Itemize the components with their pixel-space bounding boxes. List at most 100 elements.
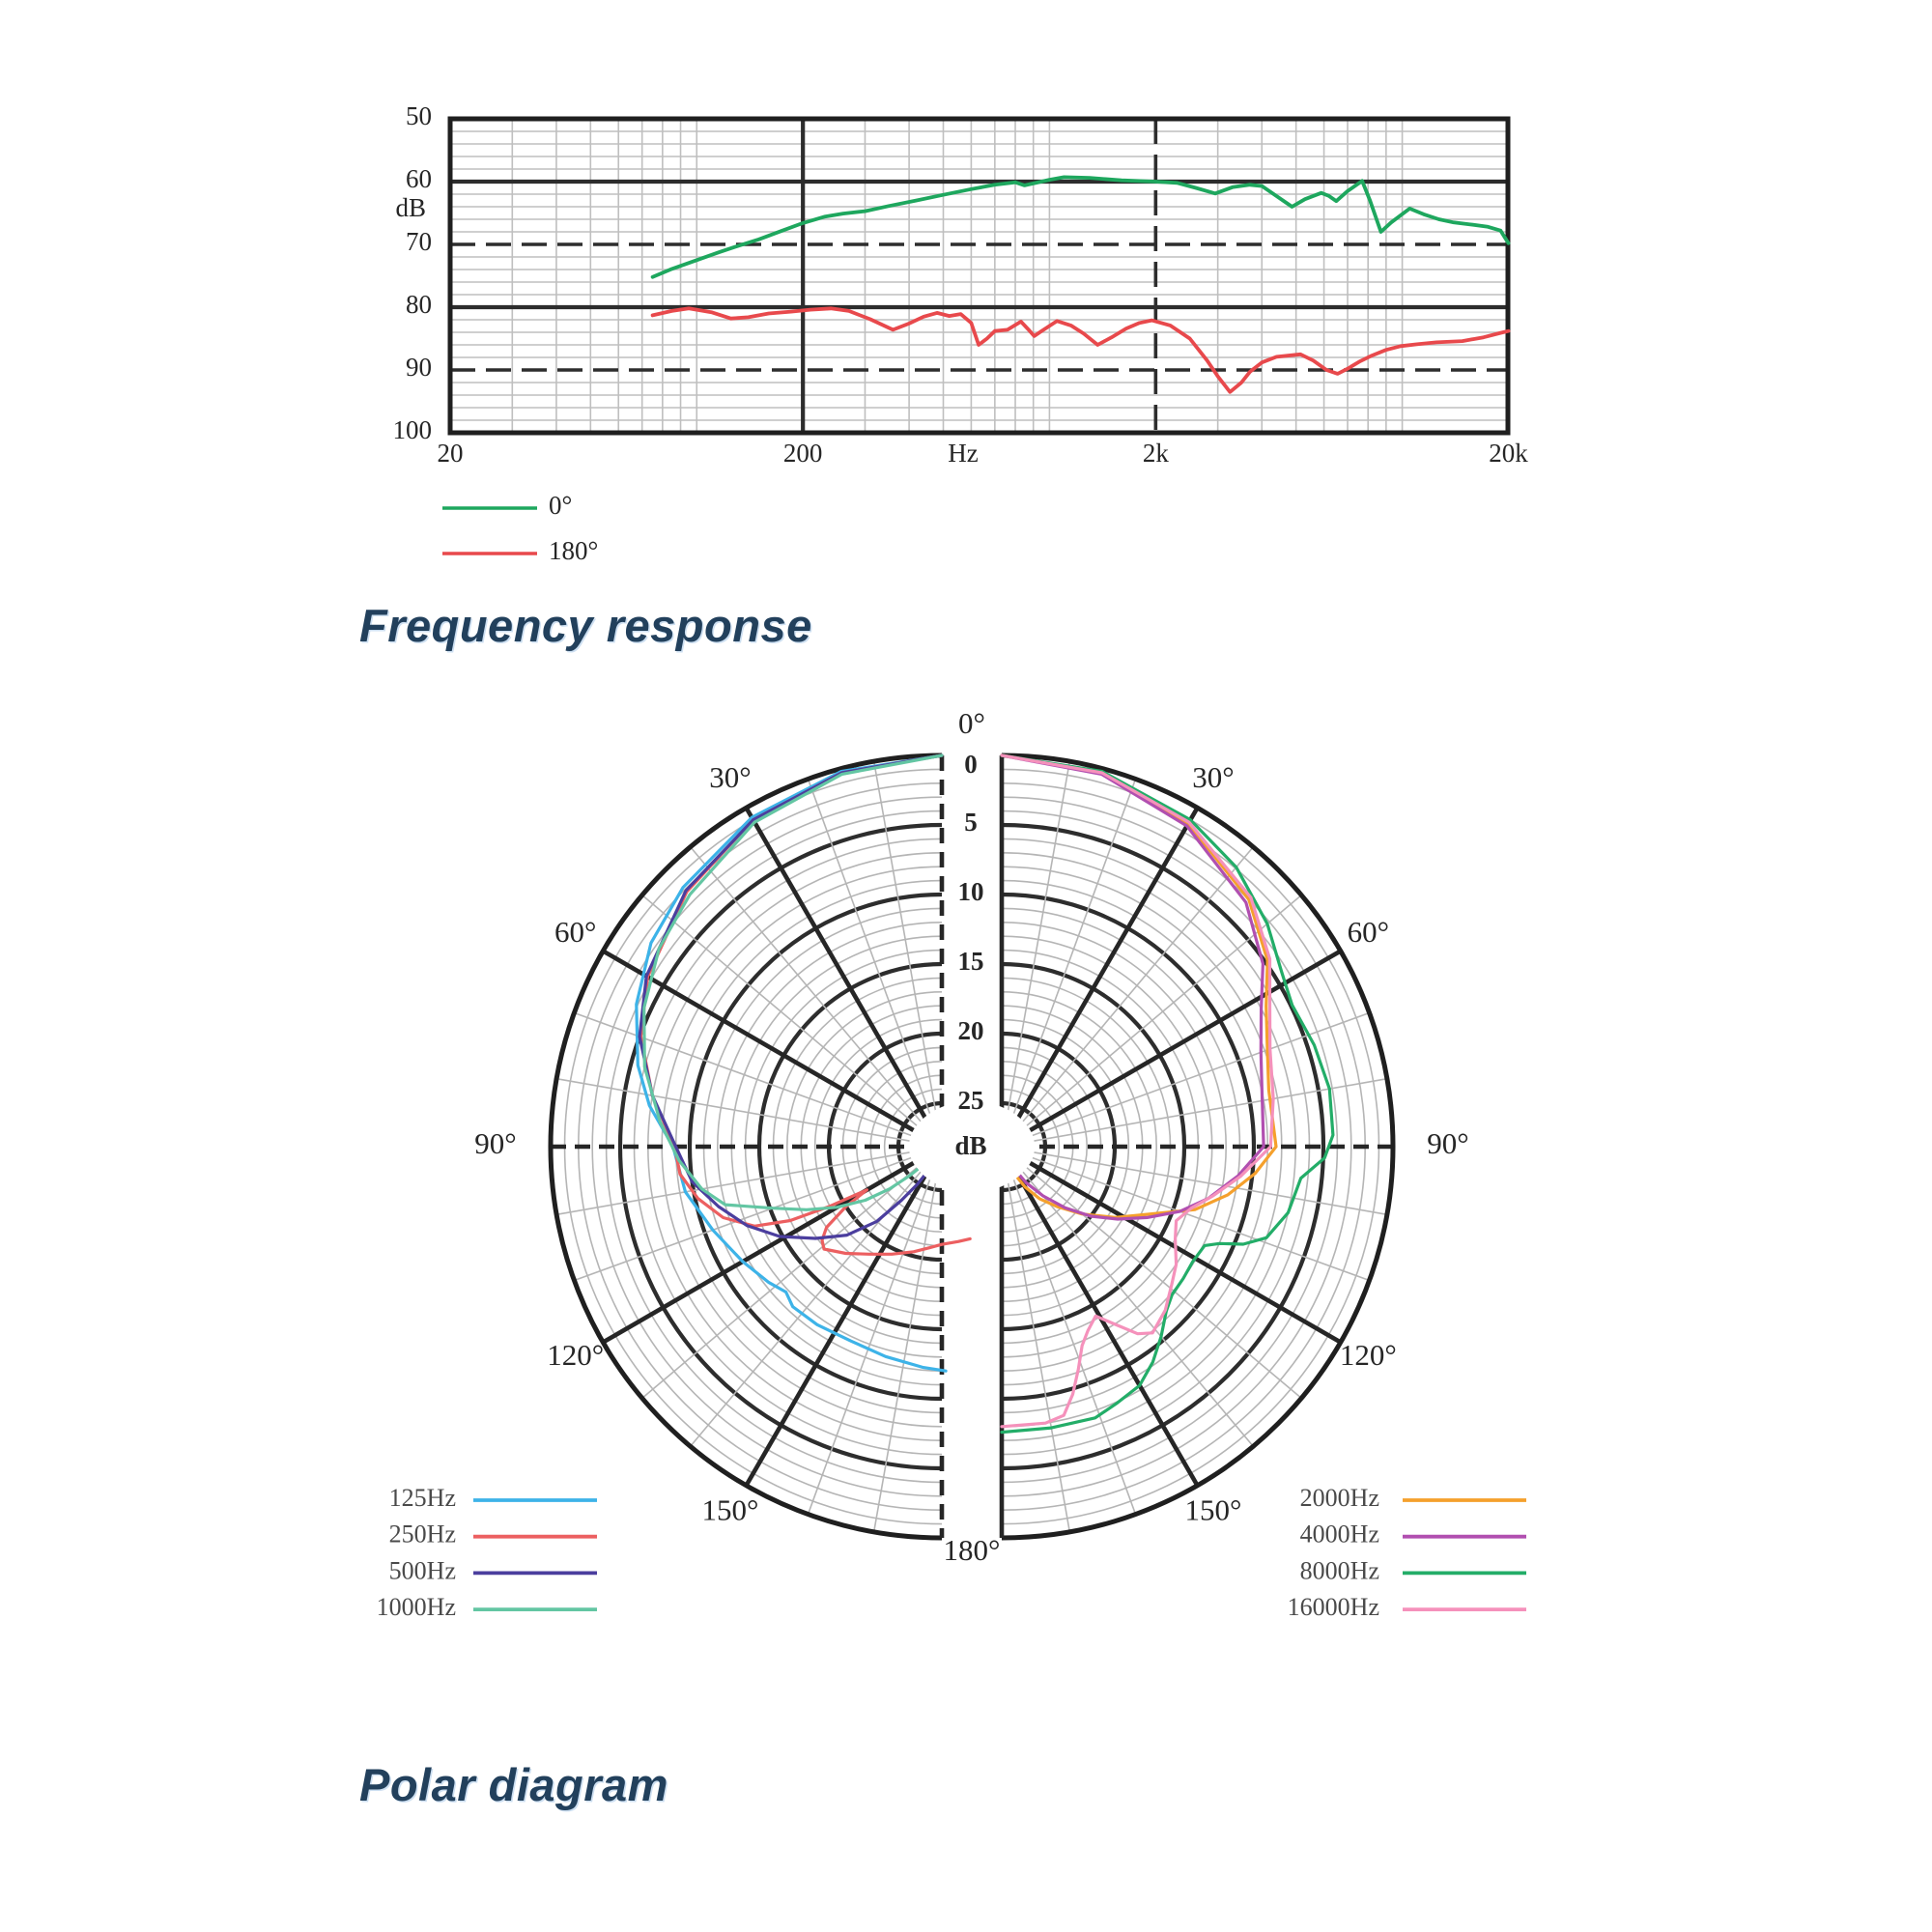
freq-plot-frame xyxy=(447,116,1511,436)
polar-curve-125Hz xyxy=(635,753,948,1373)
polar-angle-right-150: 150° xyxy=(1185,1492,1242,1526)
polar-angle-left-120: 120° xyxy=(547,1338,604,1372)
polar-circle-left-17dB xyxy=(786,991,943,1302)
polar-spoke-left-10 xyxy=(872,761,937,1115)
freq-ytick-90: 90 xyxy=(406,353,432,382)
polar-spoke-left-80 xyxy=(556,1077,910,1142)
polar-circle-left-24dB xyxy=(883,1088,943,1206)
polar-circle-left-10dB xyxy=(687,892,943,1402)
polar-spoke-right-150 xyxy=(1016,1174,1200,1487)
polar-circle-right-5dB xyxy=(1001,822,1326,1471)
polar-spoke-left-30 xyxy=(744,807,927,1120)
polar-circle-left-19dB xyxy=(813,1018,943,1275)
polar-spoke-right-70 xyxy=(1032,1011,1370,1137)
freq-xaxis-unit: Hz xyxy=(948,439,978,468)
freq-ytick-60: 60 xyxy=(406,164,432,193)
freq-grid xyxy=(447,116,1511,436)
polar-spoke-left-110 xyxy=(574,1156,912,1282)
polar-diagram-chart: 0 5 10 15 20 25 dB 0° 180° 30° 30° 60° 60° 90° 90° 120°… xyxy=(377,706,1526,1621)
polar-curve-8000Hz xyxy=(1000,753,1335,1435)
polar-curve-4000Hz xyxy=(1000,753,1265,1221)
polar-grid xyxy=(548,753,1396,1541)
polar-spoke-left-50 xyxy=(641,895,918,1126)
polar-spoke-right-100 xyxy=(1034,1151,1387,1216)
frequency-response-chart: 50 60 70 80 90 100 dB 20 200 2k 20k Hz 0° 180° xyxy=(393,101,1529,565)
polar-spoke-right-20 xyxy=(1011,779,1137,1117)
polar-legend-label-250Hz: 250Hz xyxy=(389,1520,456,1548)
polar-spoke-left-150 xyxy=(744,1174,927,1487)
polar-rtick-10: 10 xyxy=(958,877,984,906)
polar-spoke-right-170 xyxy=(1007,1179,1071,1532)
freq-legend-label-180deg: 180° xyxy=(549,536,598,565)
polar-legend-label-8000Hz: 8000Hz xyxy=(1300,1556,1379,1584)
polar-circle-right-10dB xyxy=(1001,892,1257,1402)
polar-angle-180: 180° xyxy=(944,1533,1001,1567)
polar-circle-left-5dB xyxy=(617,822,943,1471)
polar-spoke-left-20 xyxy=(807,779,932,1117)
polar-spoke-right-140 xyxy=(1022,1171,1254,1447)
polar-curve-16000Hz xyxy=(1000,753,1275,1429)
freq-legend-label-0deg: 0° xyxy=(549,491,572,520)
polar-angle-left-60: 60° xyxy=(554,915,596,949)
polar-rtick-25: 25 xyxy=(958,1086,984,1115)
freq-ytick-70: 70 xyxy=(406,227,432,256)
polar-spoke-left-40 xyxy=(690,846,922,1122)
freq-xtick-2k: 2k xyxy=(1143,439,1170,468)
polar-angle-left-90: 90° xyxy=(474,1126,516,1160)
polar-spoke-right-60 xyxy=(1029,949,1342,1132)
polar-legend-label-125Hz: 125Hz xyxy=(389,1484,456,1512)
polar-spoke-right-160 xyxy=(1011,1177,1137,1515)
polar-spoke-left-100 xyxy=(556,1151,910,1216)
freq-ytick-80: 80 xyxy=(406,290,432,319)
polar-legend-label-4000Hz: 4000Hz xyxy=(1300,1520,1379,1548)
freq-xtick-20: 20 xyxy=(438,439,464,468)
polar-angle-0: 0° xyxy=(958,706,985,740)
polar-circle-right-19dB xyxy=(1001,1018,1130,1275)
polar-spoke-left-170 xyxy=(872,1179,937,1532)
polar-spoke-left-60 xyxy=(602,949,915,1132)
frequency-response-title: Frequency response xyxy=(359,600,812,651)
polar-spoke-right-10 xyxy=(1007,761,1071,1115)
polar-angle-right-120: 120° xyxy=(1340,1338,1397,1372)
polar-angle-left-150: 150° xyxy=(702,1492,759,1526)
polar-circle-left-12dB xyxy=(717,922,943,1372)
polar-spoke-right-30 xyxy=(1016,807,1200,1120)
polar-angle-left-30: 30° xyxy=(709,760,751,794)
polar-angle-right-60: 60° xyxy=(1348,915,1389,949)
polar-circle-right-12dB xyxy=(1001,922,1227,1372)
polar-circle-right-3dB xyxy=(1001,796,1352,1497)
polar-radial-unit: dB xyxy=(954,1131,986,1160)
polar-circle-left-22dB xyxy=(856,1061,943,1233)
polar-spoke-left-130 xyxy=(641,1167,918,1399)
freq-ytick-50: 50 xyxy=(406,101,432,130)
freq-yaxis-unit: dB xyxy=(395,193,426,222)
polar-curve-2000Hz xyxy=(1000,753,1278,1220)
polar-spoke-left-160 xyxy=(807,1177,932,1515)
polar-circle-right-17dB xyxy=(1001,991,1157,1302)
polar-rtick-15: 15 xyxy=(958,947,984,976)
polar-legend-label-16000Hz: 16000Hz xyxy=(1288,1593,1379,1621)
freq-xtick-20k: 20k xyxy=(1489,439,1528,468)
freq-xtick-200: 200 xyxy=(783,439,823,468)
polar-center-disc xyxy=(910,1101,1034,1192)
polar-curve-500Hz xyxy=(638,753,944,1240)
freq-curve-180deg xyxy=(650,306,1511,394)
freq-curve-0deg xyxy=(650,175,1511,279)
polar-circle-right-24dB xyxy=(1001,1088,1061,1206)
polar-rtick-20: 20 xyxy=(958,1016,984,1045)
polar-curve-1000Hz xyxy=(642,753,944,1211)
polar-outer-ring-right xyxy=(1001,753,1396,1541)
polar-rtick-5: 5 xyxy=(964,808,978,837)
polar-spoke-right-110 xyxy=(1032,1156,1370,1282)
polar-rtick-0: 0 xyxy=(964,750,978,779)
polar-legend-label-2000Hz: 2000Hz xyxy=(1300,1484,1379,1512)
polar-spoke-right-130 xyxy=(1026,1167,1302,1399)
polar-spoke-right-40 xyxy=(1022,846,1254,1122)
polar-legend-label-500Hz: 500Hz xyxy=(389,1556,456,1584)
polar-spoke-left-70 xyxy=(574,1011,912,1137)
polar-angle-right-30: 30° xyxy=(1192,760,1234,794)
freq-ytick-100: 100 xyxy=(393,415,433,444)
polar-angle-right-90: 90° xyxy=(1427,1126,1468,1160)
polar-spoke-right-120 xyxy=(1029,1161,1342,1345)
